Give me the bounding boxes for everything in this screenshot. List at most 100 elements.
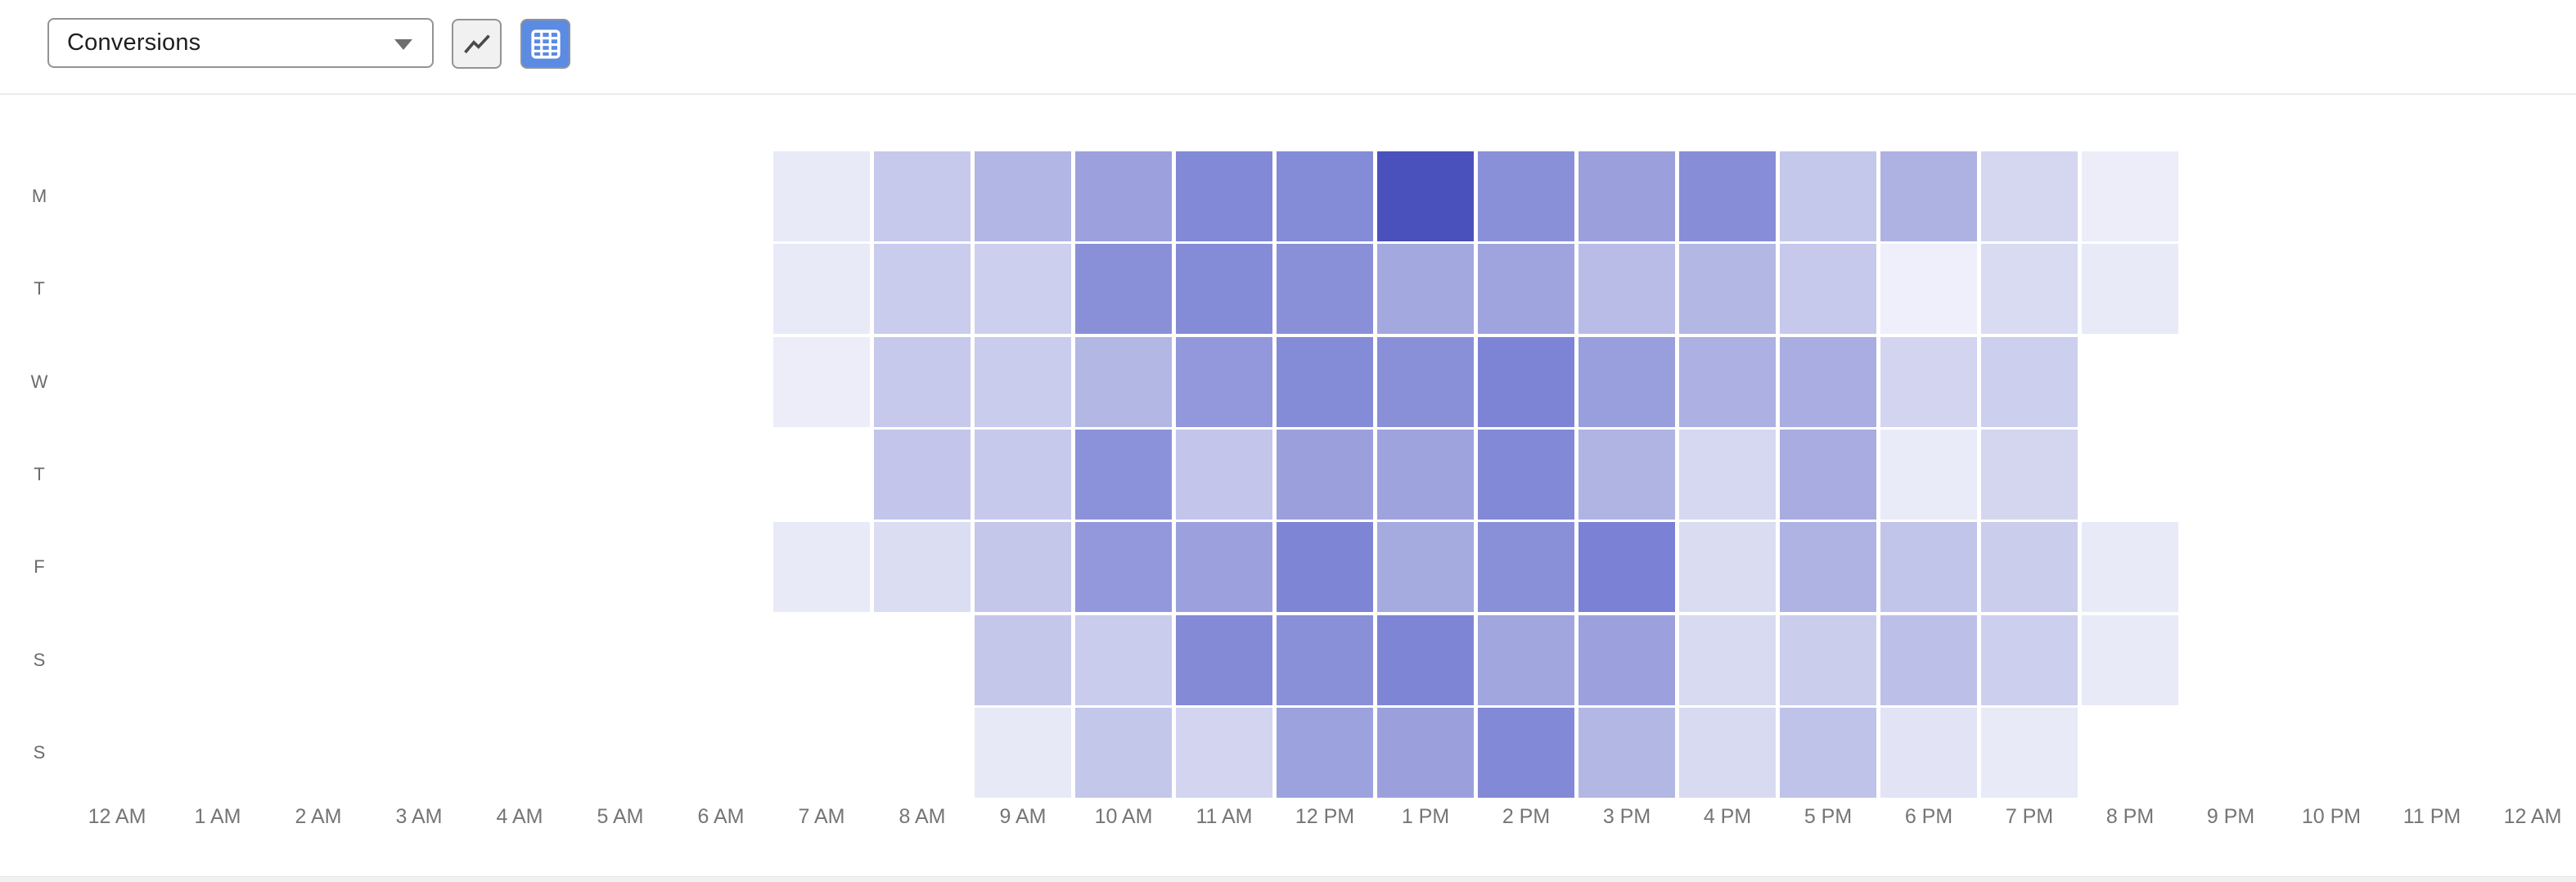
heatmap-cell[interactable]: [1880, 244, 1977, 335]
heatmap-cell[interactable]: [874, 429, 971, 520]
heatmap-cell[interactable]: [1880, 151, 1977, 241]
dropdown-caret-icon: [394, 38, 412, 50]
heatmap-cell[interactable]: [1377, 707, 1474, 798]
heatmap-cell[interactable]: [1277, 429, 1373, 520]
heatmap-cell[interactable]: [1578, 336, 1675, 427]
heatmap-cell[interactable]: [1377, 429, 1474, 520]
heatmap-cell[interactable]: [1981, 429, 2078, 520]
heatmap-cell[interactable]: [1981, 707, 2078, 798]
hour-label: 11 PM: [2403, 805, 2461, 828]
heatmap-cell[interactable]: [1478, 614, 1574, 705]
heatmap-cell[interactable]: [1075, 614, 1172, 705]
heatmap-cell[interactable]: [1176, 151, 1272, 241]
grid-view-button[interactable]: [520, 19, 570, 69]
heatmap-cell[interactable]: [1578, 707, 1675, 798]
heatmap-cell[interactable]: [1780, 151, 1876, 241]
heatmap-cell[interactable]: [1176, 707, 1272, 798]
heatmap-cell[interactable]: [1880, 429, 1977, 520]
heatmap-cell[interactable]: [1981, 244, 2078, 335]
heatmap-cell[interactable]: [1176, 522, 1272, 613]
heatmap-cell[interactable]: [874, 522, 971, 613]
heatmap-cell[interactable]: [2082, 614, 2178, 705]
heatmap-cell[interactable]: [1277, 336, 1373, 427]
heatmap-cell[interactable]: [1679, 522, 1776, 613]
heatmap-cell[interactable]: [1377, 244, 1474, 335]
heatmap-cell[interactable]: [1075, 244, 1172, 335]
heatmap-cell[interactable]: [1478, 429, 1574, 520]
heatmap-cell[interactable]: [1679, 614, 1776, 705]
heatmap-cell[interactable]: [773, 244, 870, 335]
heatmap-cell[interactable]: [1578, 522, 1675, 613]
heatmap-cell[interactable]: [1478, 707, 1574, 798]
heatmap-cell[interactable]: [1277, 522, 1373, 613]
grid-table-icon: [530, 29, 561, 60]
heatmap-cell[interactable]: [1277, 244, 1373, 335]
heatmap-cell[interactable]: [1176, 336, 1272, 427]
heatmap-cell[interactable]: [1780, 429, 1876, 520]
heatmap-cell[interactable]: [1981, 151, 2078, 241]
heatmap-cell[interactable]: [1578, 244, 1675, 335]
heatmap-cell[interactable]: [1880, 522, 1977, 613]
heatmap-cell[interactable]: [1277, 151, 1373, 241]
heatmap-cell[interactable]: [1075, 707, 1172, 798]
heatmap-cell[interactable]: [975, 336, 1071, 427]
heatmap-cell[interactable]: [1176, 614, 1272, 705]
heatmap-cell[interactable]: [1075, 336, 1172, 427]
heatmap-cell[interactable]: [1176, 244, 1272, 335]
hour-label: 5 PM: [1804, 805, 1853, 828]
heatmap-cell[interactable]: [1780, 522, 1876, 613]
heatmap-cell[interactable]: [1780, 614, 1876, 705]
heatmap-cell[interactable]: [874, 151, 971, 241]
line-chart-view-button[interactable]: [452, 19, 502, 69]
hour-label: 3 PM: [1602, 805, 1651, 828]
heatmap: M T W T F S S 12 AM 1 AM 2 AM 3 AM 4 AM 5 AM 6 AM 7 AM…: [0, 95, 2576, 831]
hour-label: 2 AM: [295, 805, 342, 828]
heatmap-cell[interactable]: [1377, 614, 1474, 705]
heatmap-cell[interactable]: [773, 336, 870, 427]
heatmap-cell[interactable]: [1578, 429, 1675, 520]
heatmap-cell[interactable]: [1377, 336, 1474, 427]
heatmap-cell[interactable]: [1880, 336, 1977, 427]
heatmap-cell[interactable]: [1075, 522, 1172, 613]
heatmap-cell[interactable]: [874, 336, 971, 427]
heatmap-cell[interactable]: [1780, 336, 1876, 427]
heatmap-cell[interactable]: [1377, 151, 1474, 241]
heatmap-cell[interactable]: [975, 707, 1071, 798]
metric-dropdown[interactable]: Conversions: [47, 18, 434, 68]
heatmap-cell[interactable]: [1176, 429, 1272, 520]
heatmap-cell[interactable]: [1679, 707, 1776, 798]
heatmap-cell[interactable]: [975, 429, 1071, 520]
heatmap-cell[interactable]: [1478, 151, 1574, 241]
heatmap-cell[interactable]: [1780, 707, 1876, 798]
heatmap-cell[interactable]: [2082, 522, 2178, 613]
heatmap-cell[interactable]: [1277, 614, 1373, 705]
heatmap-cell[interactable]: [1981, 614, 2078, 705]
heatmap-cell[interactable]: [1377, 522, 1474, 613]
heatmap-cell[interactable]: [1780, 244, 1876, 335]
heatmap-cell[interactable]: [773, 151, 870, 241]
heatmap-cell[interactable]: [975, 151, 1071, 241]
heatmap-cell[interactable]: [975, 614, 1071, 705]
heatmap-cell[interactable]: [1478, 244, 1574, 335]
heatmap-cell[interactable]: [1981, 336, 2078, 427]
heatmap-cell[interactable]: [1277, 707, 1373, 798]
heatmap-cell[interactable]: [1679, 244, 1776, 335]
heatmap-cell[interactable]: [1679, 429, 1776, 520]
heatmap-cell[interactable]: [975, 522, 1071, 613]
heatmap-cell[interactable]: [2082, 151, 2178, 241]
heatmap-cell[interactable]: [1880, 707, 1977, 798]
heatmap-cell[interactable]: [1075, 151, 1172, 241]
heatmap-cell[interactable]: [1981, 522, 2078, 613]
heatmap-cell[interactable]: [2082, 244, 2178, 335]
heatmap-cell[interactable]: [1880, 614, 1977, 705]
heatmap-cell[interactable]: [1075, 429, 1172, 520]
heatmap-cell[interactable]: [975, 244, 1071, 335]
heatmap-cell[interactable]: [1578, 151, 1675, 241]
heatmap-cell[interactable]: [1478, 522, 1574, 613]
heatmap-cell[interactable]: [1679, 151, 1776, 241]
heatmap-cell[interactable]: [1578, 614, 1675, 705]
heatmap-cell[interactable]: [773, 522, 870, 613]
heatmap-cell[interactable]: [1679, 336, 1776, 427]
heatmap-cell[interactable]: [874, 244, 971, 335]
heatmap-cell[interactable]: [1478, 336, 1574, 427]
